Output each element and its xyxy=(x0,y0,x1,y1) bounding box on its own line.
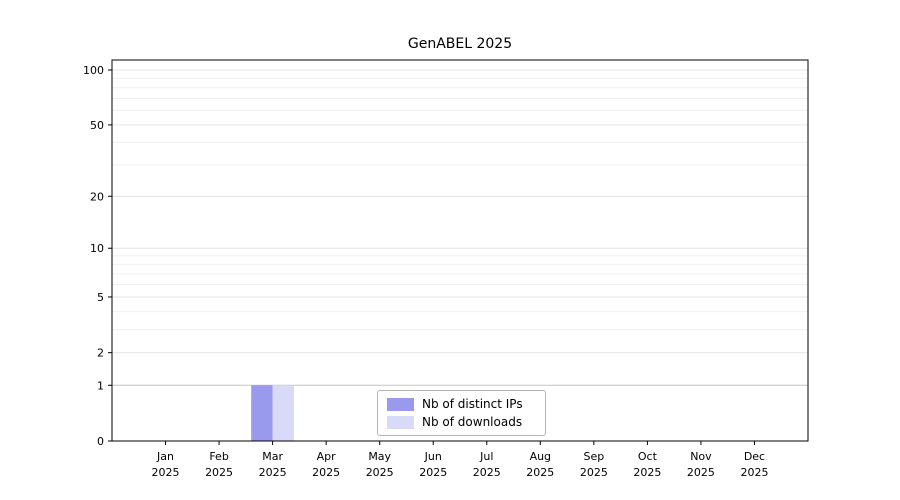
legend-swatch-downloads xyxy=(387,415,414,429)
y-tick-label-50: 50 xyxy=(90,119,104,132)
chart-title: GenABEL 2025 xyxy=(407,36,513,52)
x-tick-label-month-jul: Jul xyxy=(479,450,493,463)
x-tick-label-month-jun: Jun xyxy=(424,450,442,463)
x-tick-label-year-feb: 2025 xyxy=(205,466,233,479)
y-tick-label-0: 0 xyxy=(97,435,104,448)
x-tick-label-month-may: May xyxy=(368,450,391,463)
y-tick-label-2: 2 xyxy=(97,347,104,360)
x-tick-label-month-apr: Apr xyxy=(317,450,337,463)
y-tick-label-1: 1 xyxy=(97,379,104,392)
x-tick-label-month-feb: Feb xyxy=(209,450,228,463)
bar-nb-of-downloads-mar xyxy=(272,385,295,441)
x-tick-label-month-dec: Dec xyxy=(744,450,765,463)
bar-nb-of-distinct-ips-mar xyxy=(251,385,273,441)
legend-item-downloads: Nb of downloads xyxy=(387,415,523,429)
y-tick-label-100: 100 xyxy=(83,64,104,77)
x-tick-label-month-oct: Oct xyxy=(638,450,658,463)
x-tick-label-year-aug: 2025 xyxy=(526,466,554,479)
y-tick-label-20: 20 xyxy=(90,190,104,203)
x-tick-label-month-sep: Sep xyxy=(583,450,604,463)
x-tick-label-month-mar: Mar xyxy=(262,450,283,463)
x-tick-label-year-mar: 2025 xyxy=(259,466,287,479)
x-tick-label-year-apr: 2025 xyxy=(312,466,340,479)
x-tick-label-year-sep: 2025 xyxy=(580,466,608,479)
x-tick-label-month-nov: Nov xyxy=(690,450,712,463)
x-tick-label-year-jan: 2025 xyxy=(152,466,180,479)
x-tick-label-year-jun: 2025 xyxy=(419,466,447,479)
x-tick-label-year-dec: 2025 xyxy=(740,466,768,479)
x-tick-label-year-jul: 2025 xyxy=(473,466,501,479)
legend-label-downloads: Nb of downloads xyxy=(422,415,523,429)
y-tick-label-5: 5 xyxy=(97,291,104,304)
plot-border xyxy=(111,59,809,442)
x-tick-label-year-may: 2025 xyxy=(366,466,394,479)
legend-item-distinct-ips: Nb of distinct IPs xyxy=(387,397,523,411)
legend-label-distinct-ips: Nb of distinct IPs xyxy=(422,397,523,411)
x-tick-label-year-oct: 2025 xyxy=(633,466,661,479)
legend: Nb of distinct IPs Nb of downloads xyxy=(377,390,546,436)
x-tick-label-month-aug: Aug xyxy=(530,450,551,463)
x-tick-label-month-jan: Jan xyxy=(156,450,174,463)
legend-swatch-distinct-ips xyxy=(387,397,414,411)
x-tick-label-year-nov: 2025 xyxy=(687,466,715,479)
y-tick-label-10: 10 xyxy=(90,242,104,255)
